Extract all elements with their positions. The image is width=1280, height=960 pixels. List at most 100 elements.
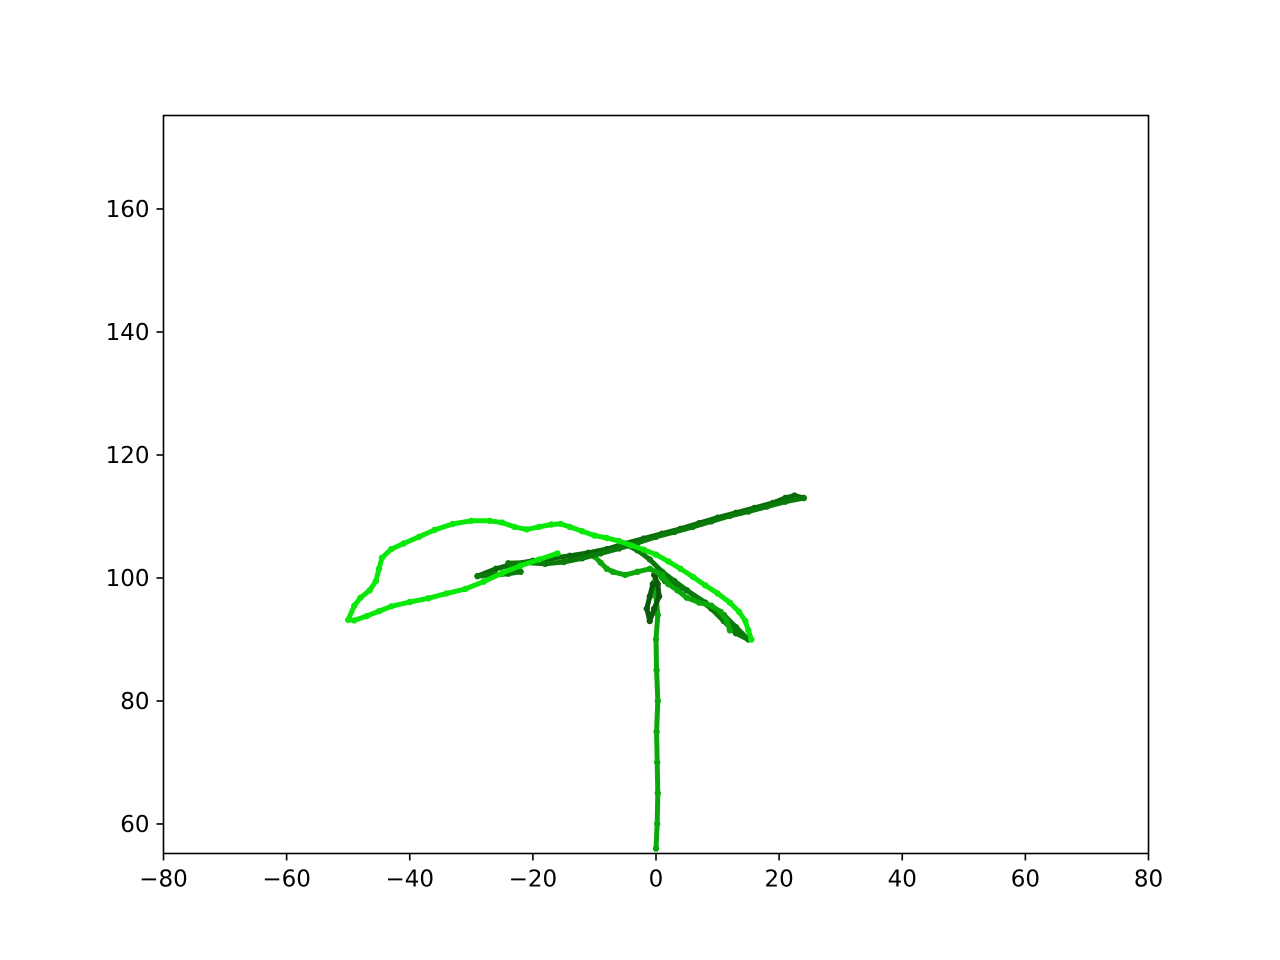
data-point — [431, 526, 438, 534]
data-point — [492, 565, 500, 572]
data-point — [745, 508, 752, 515]
data-point — [683, 587, 690, 594]
data-point — [517, 562, 524, 569]
data-point — [406, 598, 413, 606]
data-point — [742, 617, 749, 625]
data-point — [468, 517, 475, 524]
data-point — [665, 580, 672, 588]
data-point — [591, 532, 598, 539]
data-point — [726, 512, 734, 520]
data-point — [449, 520, 456, 528]
data-point — [646, 593, 653, 600]
data-point — [366, 587, 373, 594]
data-point — [615, 545, 623, 552]
data-point — [717, 608, 724, 615]
data-point — [634, 568, 641, 575]
data-point — [732, 630, 740, 637]
data-point — [542, 560, 549, 567]
data-point — [745, 627, 752, 634]
data-point — [400, 540, 407, 547]
data-point — [674, 587, 681, 594]
data-point — [363, 612, 370, 620]
data-point — [726, 599, 734, 606]
data-point — [782, 498, 789, 505]
data-point — [462, 585, 469, 593]
series-6 — [345, 517, 755, 643]
data-point — [511, 523, 518, 531]
x-tick-label: −20 — [509, 867, 558, 893]
data-point — [654, 697, 661, 705]
data-point — [695, 599, 703, 606]
y-tick-label: 120 — [106, 443, 150, 469]
data-point — [597, 559, 604, 566]
data-point — [653, 728, 660, 735]
data-point — [578, 528, 586, 535]
data-point — [351, 617, 358, 624]
data-point — [646, 565, 653, 572]
data-point — [748, 636, 755, 643]
data-point — [652, 533, 660, 540]
y-tick-label: 80 — [120, 689, 149, 715]
x-tick-label: 0 — [649, 867, 664, 893]
data-point — [597, 550, 604, 557]
data-point — [646, 617, 653, 625]
data-point — [665, 558, 672, 565]
data-point — [649, 580, 657, 588]
data-point — [671, 528, 678, 536]
data-point — [474, 572, 481, 580]
data-point — [443, 590, 450, 597]
x-axis: −80 −60 −40 −20 0 20 40 60 80 — [139, 853, 1163, 893]
data-point — [523, 526, 530, 533]
data-point — [609, 568, 617, 575]
data-point — [652, 845, 660, 852]
data-point — [708, 602, 715, 609]
data-point — [535, 523, 543, 531]
data-point — [800, 494, 807, 502]
data-point — [640, 546, 647, 553]
data-point — [372, 577, 380, 585]
data-point — [554, 550, 561, 557]
data-point — [566, 523, 573, 531]
x-tick-label: 20 — [764, 867, 793, 893]
y-tick-label: 100 — [106, 566, 150, 592]
data-point — [708, 518, 715, 525]
data-point — [535, 556, 543, 563]
series-2 — [643, 571, 663, 625]
data-point — [702, 582, 709, 589]
data-point — [415, 533, 423, 540]
data-point — [652, 551, 660, 558]
data-point — [643, 605, 650, 612]
data-point — [671, 577, 678, 585]
data-point — [735, 608, 743, 615]
data-point — [375, 565, 383, 572]
data-point — [726, 627, 734, 634]
data-point — [378, 554, 386, 561]
data-point — [763, 503, 770, 510]
data-point — [505, 560, 512, 567]
data-point — [651, 605, 658, 612]
data-point — [689, 573, 697, 580]
data-point — [677, 565, 684, 572]
data-point — [654, 580, 661, 588]
data-point — [654, 611, 661, 619]
y-tick-label: 60 — [120, 812, 149, 838]
data-point — [732, 624, 740, 631]
data-point — [345, 616, 352, 623]
data-point — [375, 608, 383, 615]
data-point — [517, 568, 524, 575]
data-point — [578, 555, 586, 562]
data-point — [652, 636, 660, 643]
y-tick-label: 160 — [106, 197, 150, 223]
x-tick-label: 60 — [1011, 867, 1040, 893]
data-point — [357, 594, 364, 601]
data-point — [566, 552, 573, 559]
data-point — [655, 593, 663, 600]
data-point — [653, 667, 660, 674]
data-point — [388, 603, 395, 610]
series-line — [591, 554, 733, 633]
data-point — [603, 534, 610, 542]
data-point — [628, 542, 635, 549]
data-point — [388, 545, 395, 553]
